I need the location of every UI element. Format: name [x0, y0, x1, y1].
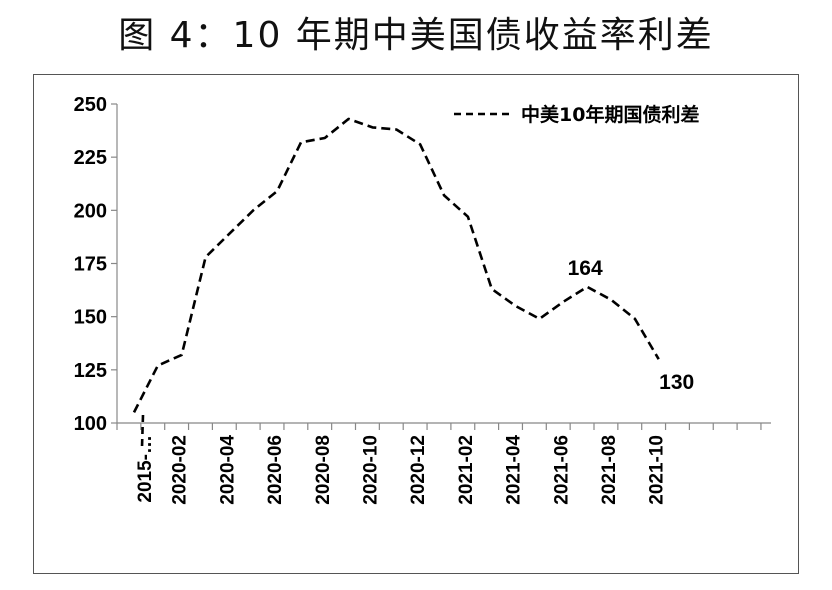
y-tick-label: 125	[74, 360, 107, 382]
x-tick-label: 2021-06	[551, 435, 572, 505]
y-tick-label: 175	[74, 254, 107, 276]
y-tick-label: 150	[74, 307, 107, 329]
data-label: 130	[659, 371, 694, 394]
y-tick-label: 250	[74, 94, 107, 116]
legend-label: 中美10年期国债利差	[521, 103, 699, 126]
x-tick-label: 2020-12	[408, 435, 429, 505]
x-tick-label: 2020-08	[313, 435, 334, 505]
x-tick-label: 2021-08	[599, 435, 620, 505]
x-tick-label: 2020-02	[170, 435, 191, 505]
legend: 中美10年期国债利差	[454, 103, 699, 126]
x-axis: 2015-… 2020-02 2020-04 2020-06 2020-08 2020-1…	[116, 422, 771, 505]
data-labels: 164 130	[568, 257, 695, 394]
data-label: 164	[568, 257, 603, 280]
x-tick-label: 2020-10	[361, 435, 382, 505]
y-tick-label: 100	[74, 413, 107, 435]
y-tick-label: 200	[74, 200, 107, 222]
x-tick-label: 2021-02	[456, 435, 477, 505]
series-group	[132, 117, 660, 448]
figure-title: 图 4：10 年期中美国债收益率利差	[118, 15, 714, 56]
x-tick-label: 2021-04	[504, 435, 525, 505]
chart-frame: 100 125 150 175 200 225 250 2015-… 2020-02 2020-…	[33, 74, 799, 574]
x-tick-label: 2021-10	[647, 435, 668, 505]
y-tick-label: 225	[74, 147, 107, 169]
line-chart: 100 125 150 175 200 225 250 2015-… 2020-02 2020-…	[74, 94, 771, 505]
x-tick-label: 2020-04	[217, 435, 238, 505]
series-start-drop	[140, 414, 145, 448]
x-tick-label: 2015-…	[135, 435, 156, 503]
x-tick-label: 2020-06	[265, 435, 286, 505]
series-line	[132, 117, 660, 413]
y-axis: 100 125 150 175 200 225 250	[74, 94, 118, 435]
